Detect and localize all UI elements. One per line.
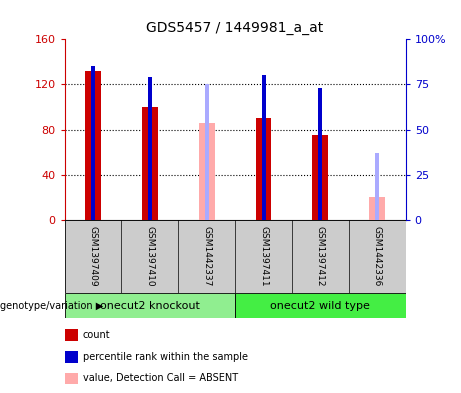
- Bar: [91, 66, 95, 220]
- Bar: [313, 135, 328, 220]
- Bar: [319, 88, 322, 220]
- Text: GSM1442336: GSM1442336: [373, 226, 382, 286]
- Text: GSM1397409: GSM1397409: [89, 226, 97, 286]
- Text: GSM1397410: GSM1397410: [145, 226, 154, 286]
- Bar: [369, 197, 385, 220]
- Bar: [261, 75, 266, 220]
- Bar: [205, 84, 209, 220]
- Text: count: count: [83, 330, 111, 340]
- Bar: [148, 77, 152, 220]
- Title: GDS5457 / 1449981_a_at: GDS5457 / 1449981_a_at: [147, 22, 324, 35]
- Bar: [85, 71, 101, 220]
- FancyBboxPatch shape: [235, 293, 406, 318]
- FancyBboxPatch shape: [65, 293, 235, 318]
- Text: value, Detection Call = ABSENT: value, Detection Call = ABSENT: [83, 373, 238, 384]
- Text: GSM1442337: GSM1442337: [202, 226, 211, 286]
- Bar: [375, 153, 379, 220]
- Text: GSM1397412: GSM1397412: [316, 226, 325, 286]
- Text: percentile rank within the sample: percentile rank within the sample: [83, 352, 248, 362]
- Bar: [142, 107, 158, 220]
- Text: genotype/variation ▶: genotype/variation ▶: [0, 301, 103, 310]
- Bar: [199, 123, 215, 220]
- Bar: [255, 118, 272, 220]
- Text: onecut2 knockout: onecut2 knockout: [100, 301, 200, 310]
- FancyBboxPatch shape: [65, 220, 406, 293]
- Text: onecut2 wild type: onecut2 wild type: [271, 301, 370, 310]
- Text: GSM1397411: GSM1397411: [259, 226, 268, 286]
